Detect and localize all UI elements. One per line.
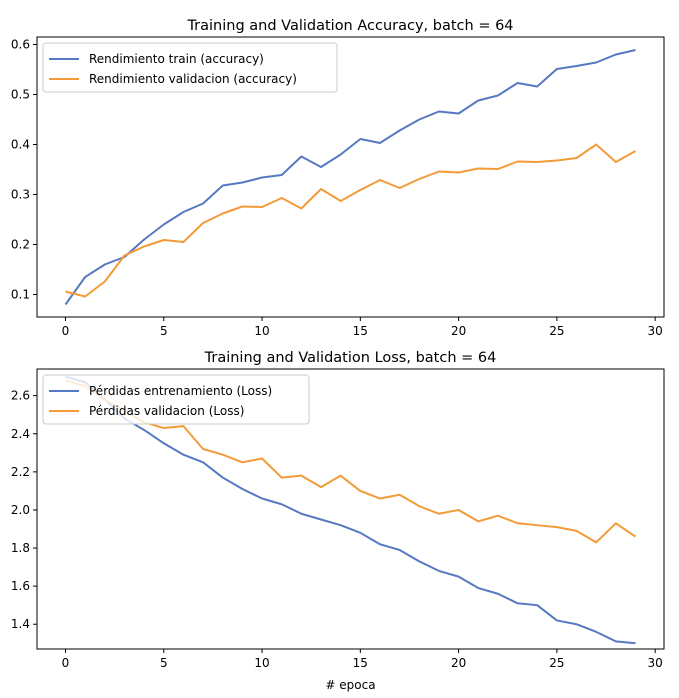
- series-line-validation-loss: [65, 379, 637, 544]
- accuracy-legend-box: [42, 42, 338, 93]
- x-tick-label: 10: [254, 324, 269, 338]
- y-tick-label: 2.4: [11, 427, 30, 441]
- y-tick-label: 0.6: [11, 38, 30, 52]
- x-tick-label: 0: [62, 324, 70, 338]
- x-tick-label: 25: [549, 324, 564, 338]
- legend-label-validation-accuracy: Rendimiento validacion (accuracy): [89, 72, 297, 86]
- loss-chart: Training and Validation Loss, batch = 64…: [11, 350, 665, 692]
- accuracy-axes-frame: [36, 36, 665, 318]
- x-tick-label: 25: [549, 656, 564, 670]
- series-line-validation-accuracy: [65, 143, 636, 298]
- y-tick-label: 0.2: [11, 238, 30, 252]
- legend-label-validation-loss: Pérdidas validacion (Loss): [89, 404, 244, 418]
- accuracy-legend: Rendimiento train (accuracy) Rendimiento…: [42, 42, 338, 93]
- y-tick-label: 2.6: [11, 389, 30, 403]
- x-tick-label: 20: [451, 656, 466, 670]
- x-tick-label: 30: [648, 656, 663, 670]
- legend-label-train-loss: Pérdidas entrenamiento (Loss): [89, 384, 272, 398]
- loss-chart-xlabel: # epoca: [325, 678, 375, 692]
- x-tick-label: 30: [648, 324, 663, 338]
- legend-label-train-accuracy: Rendimiento train (accuracy): [89, 52, 264, 66]
- x-tick-label: 20: [451, 324, 466, 338]
- accuracy-plot-area: 0 5 10 15 20 25 30 0.1 0.2 0.3 0.4 0.5 0.6: [11, 36, 665, 338]
- loss-legend: Pérdidas entrenamiento (Loss) Pérdidas v…: [42, 374, 310, 425]
- series-line-train-loss: [65, 375, 636, 645]
- x-tick-label: 5: [160, 324, 168, 338]
- accuracy-chart: Training and Validation Accuracy, batch …: [11, 18, 665, 338]
- y-tick-label: 0.1: [11, 288, 30, 302]
- series-line-train-accuracy: [64, 49, 636, 306]
- x-tick-label: 5: [160, 656, 168, 670]
- y-tick-label: 2.2: [11, 465, 30, 479]
- y-tick-label: 2.0: [11, 503, 30, 517]
- accuracy-chart-title: Training and Validation Accuracy, batch …: [186, 18, 513, 34]
- x-tick-label: 15: [353, 324, 368, 338]
- y-tick-label: 1.6: [11, 579, 30, 593]
- y-tick-label: 1.4: [11, 617, 30, 631]
- loss-plot-area: 0 5 10 15 20 25 30 1.4 1.6 1.8 2.0 2.2 2.4 2.6: [11, 368, 665, 670]
- loss-chart-title: Training and Validation Loss, batch = 64: [204, 350, 497, 366]
- y-tick-label: 0.5: [11, 88, 30, 102]
- y-tick-label: 0.3: [11, 188, 30, 202]
- x-tick-label: 10: [254, 656, 269, 670]
- loss-axes-frame: [36, 368, 665, 650]
- x-tick-label: 15: [353, 656, 368, 670]
- x-tick-label: 0: [62, 656, 70, 670]
- y-tick-label: 1.8: [11, 541, 30, 555]
- loss-legend-box: [42, 374, 310, 425]
- y-tick-label: 0.4: [11, 138, 30, 152]
